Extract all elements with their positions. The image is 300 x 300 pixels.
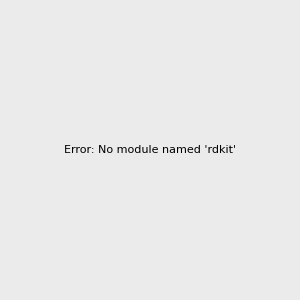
Text: Error: No module named 'rdkit': Error: No module named 'rdkit' xyxy=(64,145,236,155)
